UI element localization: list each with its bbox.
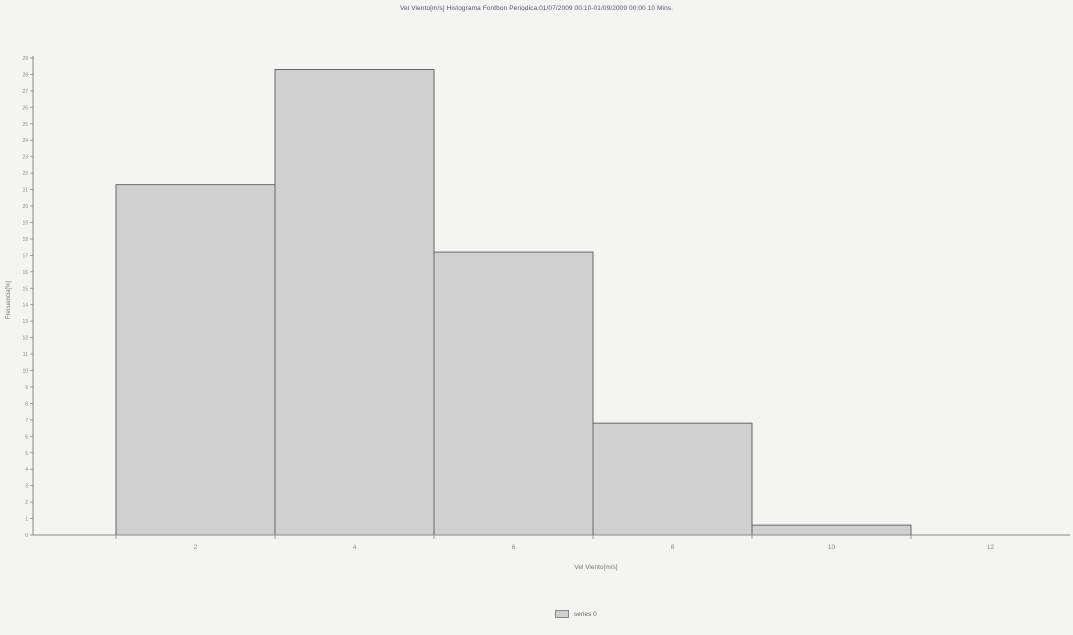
y-tick-label: 13 <box>22 319 28 325</box>
y-tick-label: 28 <box>22 72 28 78</box>
y-tick-label: 5 <box>25 451 28 457</box>
legend-swatch <box>555 610 569 618</box>
y-tick-label: 2 <box>25 500 28 506</box>
y-tick-label: 29 <box>22 56 28 62</box>
y-tick-label: 11 <box>23 352 28 358</box>
y-tick-label: 1 <box>25 517 28 523</box>
y-tick-label: 21 <box>22 188 28 194</box>
y-tick-label: 10 <box>22 369 28 375</box>
x-tick-label: 10 <box>828 544 836 551</box>
legend-label: series 0 <box>574 610 597 618</box>
histogram-bar <box>592 422 753 536</box>
y-tick-label: 27 <box>22 89 28 95</box>
y-tick-label: 17 <box>22 253 28 259</box>
y-tick-label: 23 <box>22 155 28 161</box>
chart-title: Vel Viento[m/s] Histograma Fontbon Perio… <box>399 5 674 12</box>
x-tick-label: 2 <box>194 544 198 551</box>
y-tick-label: 6 <box>25 434 28 440</box>
y-tick-label: 3 <box>25 484 28 490</box>
histogram-bar <box>274 69 435 536</box>
histogram-bar <box>433 251 594 536</box>
x-tick-label: 6 <box>512 544 516 551</box>
legend: series 0 <box>555 610 597 618</box>
y-tick-label: 22 <box>22 171 28 177</box>
y-tick-label: 20 <box>22 204 28 210</box>
histogram-bar <box>751 524 912 536</box>
y-tick-label: 14 <box>22 303 28 309</box>
y-tick-label: 16 <box>22 270 28 276</box>
x-axis: 2 4 6 8 10 12 <box>33 534 1070 551</box>
y-axis-label: Frecuencia[%] <box>6 280 12 319</box>
y-tick-label: 24 <box>22 138 28 144</box>
bars <box>115 69 912 536</box>
y-tick-label: 19 <box>22 220 28 226</box>
x-tick-label: 4 <box>353 544 357 551</box>
y-tick-label: 8 <box>25 401 28 407</box>
y-tick-label: 9 <box>25 385 28 391</box>
y-tick-label: 7 <box>25 418 28 424</box>
y-tick-label: 12 <box>22 336 28 342</box>
y-axis: 0123456789101112131415161718192021222324… <box>22 56 34 539</box>
x-tick-label: 8 <box>671 544 675 551</box>
y-tick-label: 4 <box>25 467 28 473</box>
x-tick-label: 12 <box>987 544 995 551</box>
x-axis-label: Vel Viento[m/s] <box>574 564 617 571</box>
y-tick-label: 15 <box>22 286 28 292</box>
histogram-bar <box>115 184 276 536</box>
y-tick-label: 0 <box>25 533 28 539</box>
y-tick-label: 18 <box>22 237 28 243</box>
y-tick-label: 26 <box>22 105 28 111</box>
y-tick-label: 25 <box>22 122 28 128</box>
